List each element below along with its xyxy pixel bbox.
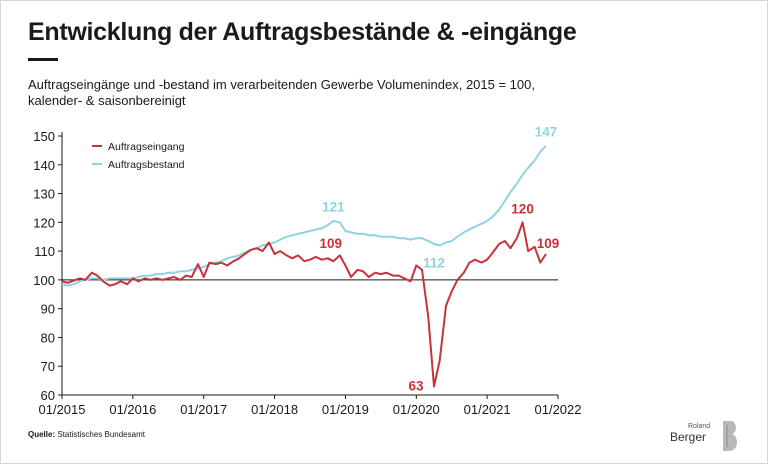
logo-b-mark-icon (723, 421, 737, 451)
y-tick-label: 130 (33, 187, 55, 202)
x-tick-label: 01/2015 (39, 402, 86, 417)
data-label: 120 (511, 201, 534, 216)
logo-line-roland: Roland (688, 423, 711, 430)
brand-logo: Roland Berger (668, 420, 748, 454)
data-label: 109 (537, 236, 560, 251)
x-tick-label: 01/2020 (393, 402, 440, 417)
source-text: Statistisches Bundesamt (57, 430, 145, 439)
y-tick-label: 60 (41, 388, 55, 403)
chart-subtitle: Auftragseingänge und -bestand im verarbe… (28, 77, 535, 108)
y-tick-label: 140 (33, 158, 55, 173)
data-label: 109 (319, 236, 342, 251)
y-tick-label: 90 (41, 302, 55, 317)
legend-label: Auftragsbestand (108, 159, 185, 171)
y-tick-label: 110 (34, 244, 55, 259)
y-tick-label: 100 (33, 273, 55, 288)
data-label: 63 (408, 378, 424, 393)
x-tick-label: 01/2016 (109, 402, 156, 417)
y-tick-label: 80 (41, 330, 55, 345)
series-line-auftragsbestand (61, 145, 547, 287)
source-note: Quelle: Statistisches Bundesamt (28, 430, 145, 439)
title-underline (28, 58, 58, 61)
legend-label: Auftragseingang (108, 141, 185, 153)
data-label: 121 (322, 199, 345, 214)
data-label: 147 (535, 125, 558, 140)
x-tick-label: 01/2019 (322, 402, 369, 417)
source-label: Quelle: (28, 430, 56, 439)
logo-line-berger: Berger (670, 430, 707, 444)
x-tick-label: 01/2021 (464, 402, 511, 417)
page-title: Entwicklung der Auftragsbestände & -eing… (28, 18, 577, 46)
data-label: 112 (423, 255, 445, 270)
series-line-auftragseingang (61, 221, 547, 388)
x-tick-label: 01/2017 (180, 402, 227, 417)
y-tick-label: 70 (41, 359, 55, 374)
x-tick-label: 01/2022 (535, 402, 582, 417)
y-tick-label: 120 (33, 215, 55, 230)
y-tick-label: 150 (33, 129, 55, 144)
x-tick-label: 01/2018 (251, 402, 298, 417)
